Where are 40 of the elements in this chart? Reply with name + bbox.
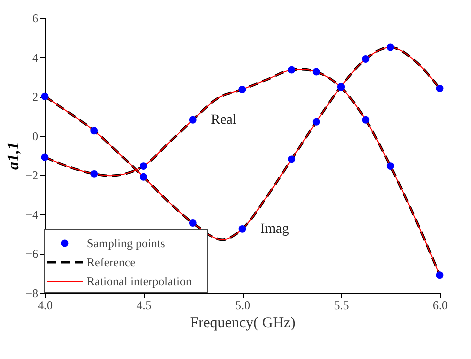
y-tick-label: 0 [32,129,38,144]
annotation: Real [211,113,237,128]
y-tick-label: −6 [26,247,38,262]
point [436,272,444,280]
x-axis-title: Frequency( GHz) [190,316,296,332]
y-tick-label: −2 [26,168,38,183]
point [140,173,148,181]
x-tick-label: 6.0 [433,298,448,312]
point [288,66,296,74]
point [288,156,296,164]
y-tick-label: −4 [26,208,38,222]
point [189,220,197,227]
point [386,44,394,52]
point [362,116,370,124]
annotation: Imag [260,222,290,238]
y-tick-label: 2 [32,90,38,104]
legend-label: Sampling points [87,236,166,250]
point [312,68,320,76]
y-axis-title: a1,1 [6,142,23,170]
legend-label: Reference [87,256,136,270]
point [362,56,370,63]
point [41,92,49,100]
point [436,85,444,92]
point [238,86,246,94]
x-tick-label: 4.0 [38,298,53,312]
x-tick-label: 5.0 [236,298,250,312]
point [238,225,246,233]
y-tick-label: −8 [26,286,38,300]
point [386,162,394,170]
point [90,170,98,178]
point [140,162,148,170]
x-tick-label: 5.5 [334,298,350,312]
y-tick-label: 4 [32,50,38,65]
y-tick-label: 6 [32,12,38,26]
point [189,116,197,124]
x-tick-label: 4.5 [136,298,152,312]
point [312,118,320,126]
point [90,127,98,135]
legend-label: Rational interpolation [87,274,192,288]
point [41,154,49,162]
